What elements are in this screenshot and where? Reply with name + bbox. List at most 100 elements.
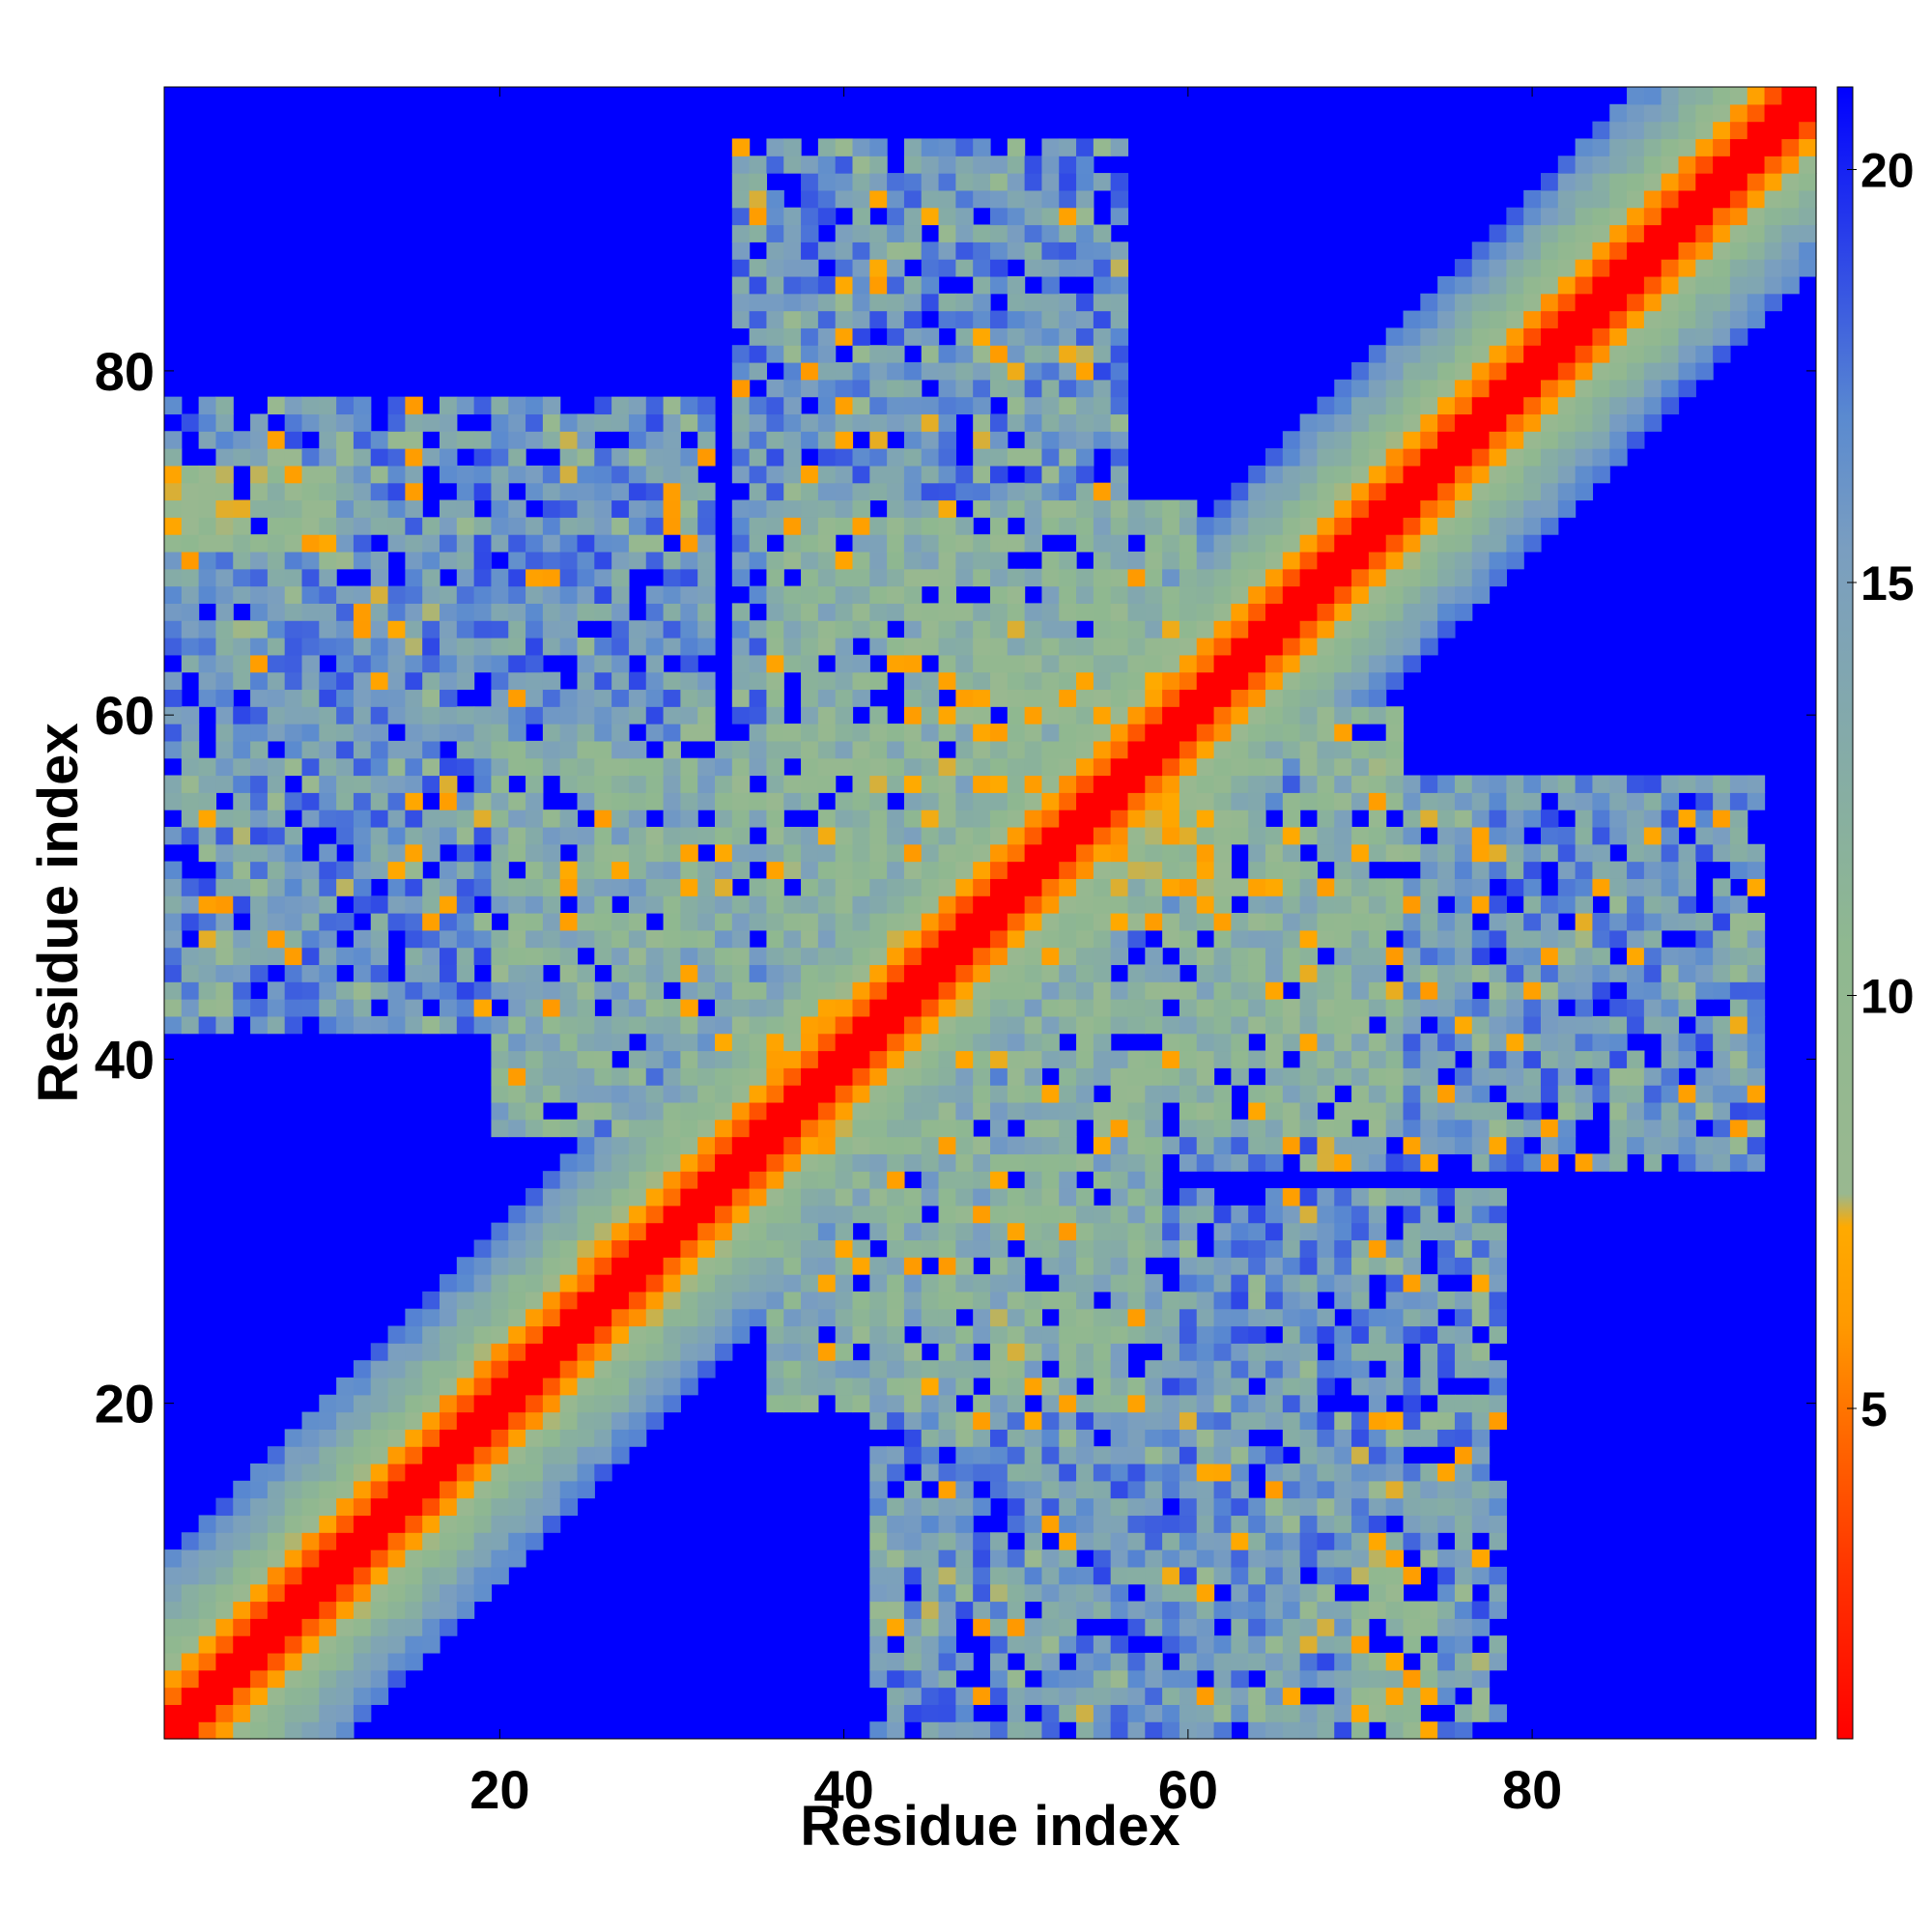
heatmap-cell (456, 499, 475, 518)
heatmap-cell (405, 1618, 423, 1636)
heatmap-cell (370, 1377, 389, 1396)
heatmap-cell (1368, 396, 1387, 415)
heatmap-cell (731, 757, 751, 777)
heatmap-cell (577, 568, 595, 587)
heatmap-cell (353, 413, 372, 432)
heatmap-cell (1282, 1532, 1301, 1550)
heatmap-cell (1265, 654, 1284, 673)
heatmap-cell (1282, 1687, 1301, 1705)
heatmap-cell (1196, 1377, 1215, 1396)
heatmap-cell (766, 1119, 784, 1138)
heatmap-cell (301, 689, 320, 707)
heatmap-cell (1024, 482, 1043, 501)
heatmap-cell (938, 861, 956, 879)
heatmap-cell (1041, 1480, 1060, 1499)
heatmap-cell (783, 465, 802, 484)
heatmap-cell (440, 1308, 458, 1327)
heatmap-cell (1024, 724, 1043, 742)
heatmap-cell (1024, 1050, 1043, 1068)
heatmap-cell (526, 1239, 544, 1258)
heatmap-cell (1334, 1515, 1352, 1533)
heatmap-cell (1368, 465, 1387, 484)
heatmap-cell (1454, 981, 1473, 1000)
heatmap-cell (542, 1343, 561, 1361)
heatmap-cell (611, 843, 630, 863)
heatmap-cell (1368, 1239, 1387, 1258)
heatmap-cell (955, 482, 974, 501)
heatmap-cell (1024, 1583, 1043, 1603)
heatmap-cell (1059, 396, 1077, 415)
heatmap-cell (319, 551, 337, 570)
heatmap-cell (611, 1153, 630, 1172)
heatmap-cell (835, 1274, 854, 1293)
heatmap-cell (697, 517, 716, 535)
heatmap-cell (1076, 1463, 1094, 1482)
heatmap-cell (921, 1291, 940, 1310)
heatmap-cell (1351, 1618, 1370, 1636)
heatmap-cell (1213, 826, 1232, 845)
heatmap-cell (869, 1274, 888, 1293)
heatmap-cell (749, 654, 768, 673)
heatmap-cell (1162, 620, 1180, 639)
heatmap-cell (955, 1721, 974, 1740)
heatmap-cell (801, 242, 819, 260)
heatmap-cell (1024, 1067, 1043, 1086)
heatmap-cell (1127, 1015, 1146, 1035)
heatmap-cell (835, 173, 854, 191)
heatmap-cell (990, 1171, 1009, 1189)
heatmap-cell (869, 551, 888, 570)
heatmap-cell (577, 792, 595, 810)
heatmap-cell (1351, 826, 1370, 845)
heatmap-cell (181, 620, 200, 639)
heatmap-cell (301, 1411, 320, 1430)
heatmap-cell (921, 1721, 940, 1740)
heatmap-cell (559, 1429, 579, 1447)
heatmap-cell (1179, 1515, 1198, 1533)
heatmap-cell (1471, 413, 1491, 432)
heatmap-cell (955, 654, 974, 673)
heatmap-cell (801, 757, 819, 777)
heatmap-cell (1334, 603, 1352, 621)
heatmap-cell (869, 345, 888, 363)
heatmap-cell (869, 1188, 888, 1207)
heatmap-cell (577, 1136, 595, 1154)
heatmap-cell (1299, 1119, 1319, 1138)
heatmap-cell (1403, 826, 1421, 845)
heatmap-cell (1007, 826, 1026, 845)
heatmap-cell (749, 843, 768, 863)
heatmap-cell (852, 603, 870, 621)
heatmap-cell (1162, 585, 1180, 604)
heatmap-cell (645, 1411, 665, 1430)
heatmap-cell (697, 1343, 716, 1361)
heatmap-cell (1145, 810, 1163, 828)
heatmap-cell (1179, 757, 1198, 777)
heatmap-cell (1213, 895, 1232, 914)
heatmap-cell (1385, 1721, 1405, 1740)
heatmap-cell (973, 499, 991, 518)
heatmap-cell (1127, 671, 1146, 691)
heatmap-cell (1041, 1549, 1060, 1568)
heatmap-cell (215, 431, 234, 449)
heatmap-cell (1041, 620, 1060, 639)
heatmap-cell (1471, 964, 1491, 982)
heatmap-cell (869, 1721, 888, 1740)
heatmap-cell (1471, 1687, 1491, 1705)
heatmap-cell (1093, 671, 1112, 691)
heatmap-cell (903, 826, 923, 845)
heatmap-cell (749, 913, 768, 931)
heatmap-cell (921, 207, 940, 226)
heatmap-cell (817, 620, 837, 639)
heatmap-cell (990, 207, 1009, 226)
heatmap-cell (1007, 207, 1026, 226)
heatmap-cell (1076, 499, 1094, 518)
heatmap-cell (1437, 1618, 1456, 1636)
heatmap-cell (1248, 775, 1266, 793)
heatmap-cell (594, 568, 612, 587)
heatmap-cell (1024, 1153, 1043, 1172)
heatmap-cell (1489, 1635, 1507, 1654)
heatmap-cell (1059, 1704, 1077, 1722)
heatmap-cell (1127, 757, 1146, 777)
heatmap-cell (938, 1463, 956, 1482)
heatmap-cell (1248, 1274, 1266, 1293)
heatmap-cell (1145, 1721, 1163, 1740)
